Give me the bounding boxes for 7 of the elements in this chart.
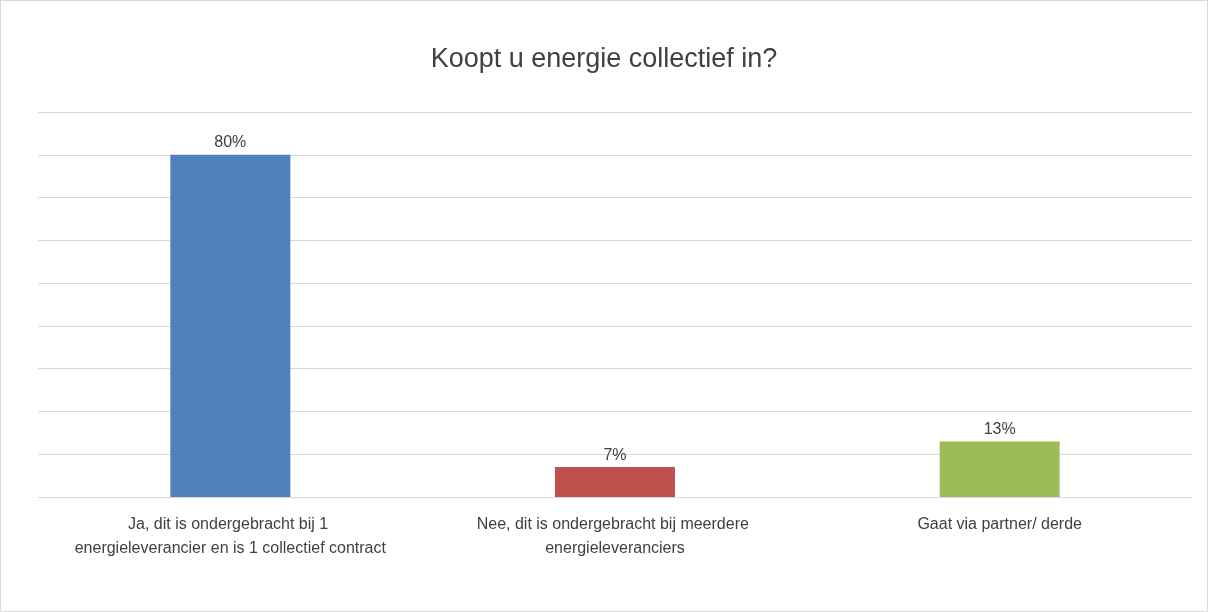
data-label: 13% [983, 419, 1016, 437]
x-tick-label: Nee, dit is ondergebracht bij meerdere energieleveranciers [476, 514, 754, 556]
x-tick-label: Ja, dit is ondergebracht bij 1 energieleverancier en is 1 collectief contract [74, 514, 387, 556]
data-label: 80% [214, 133, 247, 151]
data-label: 7% [603, 445, 627, 463]
x-tick-label: Gaat via partner/ derde [917, 514, 1083, 532]
chart-title: Koopt u energie collectief in? [430, 42, 778, 73]
